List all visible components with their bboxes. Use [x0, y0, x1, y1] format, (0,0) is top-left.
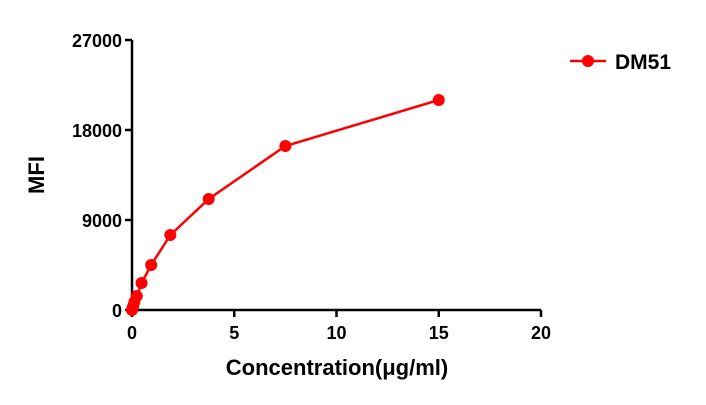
- data-point: [135, 277, 148, 289]
- data-point: [432, 94, 445, 106]
- x-tick-label: 5: [229, 323, 239, 343]
- data-point: [145, 259, 158, 271]
- x-tick-label: 0: [127, 323, 137, 343]
- data-point: [130, 290, 143, 302]
- legend-label: DM51: [615, 51, 671, 74]
- y-axis-label: MFI: [24, 156, 49, 194]
- x-axis-label: Concentration(μg/ml): [226, 355, 448, 380]
- data-point: [164, 229, 177, 241]
- y-tick-label: 9000: [82, 211, 122, 231]
- series-line: [130, 98, 440, 311]
- legend-marker: [582, 55, 594, 67]
- y-tick-label: 18000: [72, 121, 122, 141]
- x-tick-label: 20: [531, 323, 551, 343]
- data-point: [279, 140, 292, 152]
- x-tick-label: 10: [326, 323, 346, 343]
- x-tick-label: 15: [429, 323, 449, 343]
- data-point: [202, 193, 215, 205]
- y-tick-label: 0: [112, 301, 122, 321]
- y-tick-label: 27000: [72, 31, 122, 51]
- legend: DM51: [570, 51, 671, 74]
